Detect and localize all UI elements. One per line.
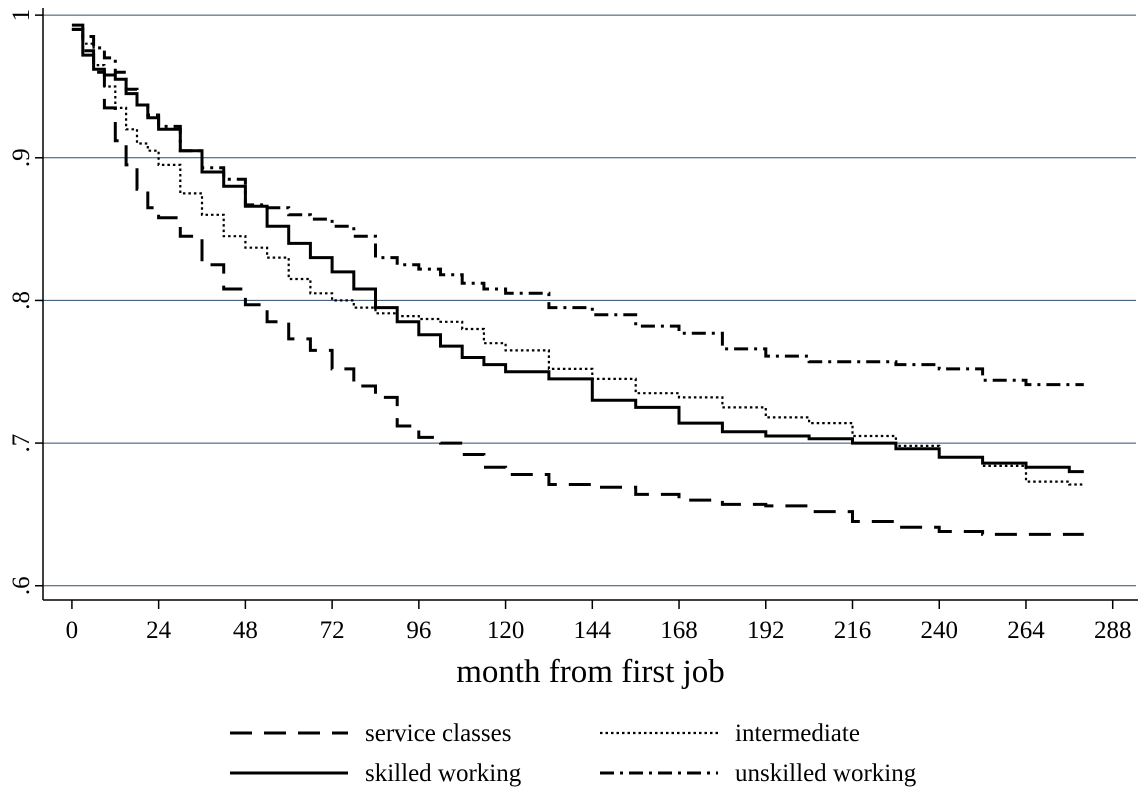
x-tick-label-4: 96 [406,617,431,644]
x-tick-label-0: 0 [66,617,79,644]
x-tick-label-3: 72 [320,617,345,644]
x-tick-label-10: 240 [920,617,958,644]
series-line-service-classes [71,27,1084,536]
y-tick-label-4: 1 [8,9,35,22]
y-tick-label-1: .7 [8,434,35,453]
legend-label-skilled-working: skilled working [365,760,522,787]
series-lines [71,23,1084,536]
legend-label-service-classes: service classes [365,720,511,747]
x-tick-label-12: 288 [1094,617,1132,644]
x-tick-label-2: 48 [233,617,258,644]
legend: service classes intermediate skilled worki… [230,720,917,787]
x-tick-label-11: 264 [1007,617,1045,644]
x-tick-label-8: 192 [747,617,785,644]
x-axis-ticks: 0 24 48 72 96 120 144 168 192 216 240 264 288 [66,600,1132,644]
x-tick-label-5: 120 [487,617,525,644]
x-axis-title: month from first job [456,654,725,690]
x-tick-label-7: 168 [660,617,698,644]
x-tick-label-9: 216 [834,617,872,644]
y-tick-label-3: .9 [8,148,35,167]
legend-label-unskilled-working: unskilled working [735,760,917,787]
series-line-skilled-working [71,27,1084,474]
axes [42,8,1138,601]
x-tick-label-1: 24 [146,617,172,644]
series-line-unskilled-working [71,23,1084,387]
y-tick-label-2: .8 [8,291,35,310]
y-tick-label-0: .6 [8,576,35,595]
series-line-intermediate [71,28,1084,486]
y-axis-ticks: .6 .7 .8 .9 1 [8,9,43,595]
gridlines [43,14,1136,587]
x-tick-label-6: 144 [574,617,612,644]
legend-label-intermediate: intermediate [735,720,860,747]
